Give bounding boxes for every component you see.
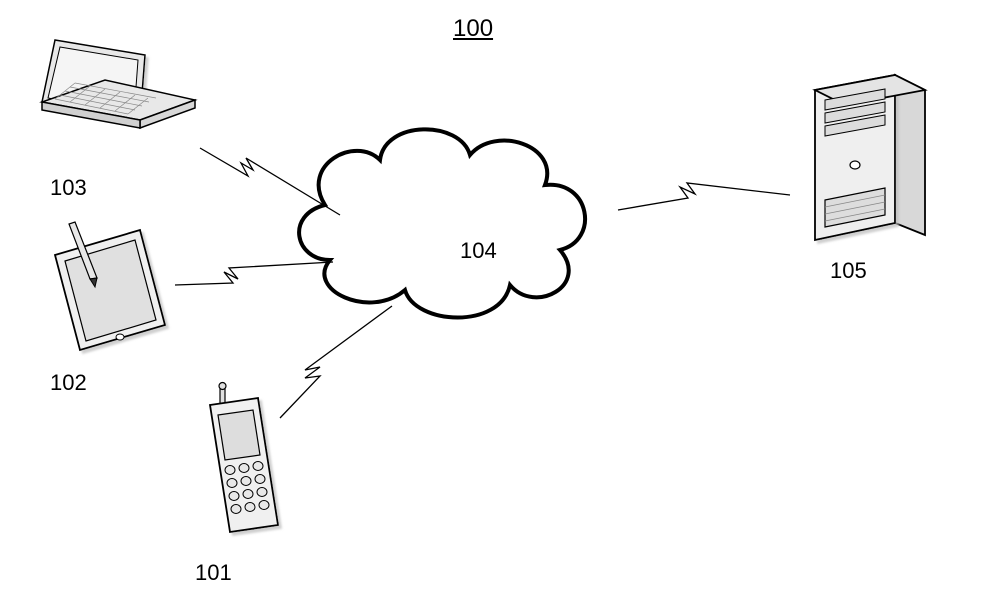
cloud-node (299, 129, 585, 317)
tablet-node (55, 222, 165, 350)
laptop-node (42, 40, 195, 128)
server-node (815, 75, 925, 240)
label-103: 103 (50, 175, 87, 201)
label-105: 105 (830, 258, 867, 284)
label-102: 102 (50, 370, 87, 396)
edge-cloud-server (618, 183, 790, 210)
label-104: 104 (460, 238, 497, 264)
phone-node (210, 383, 278, 533)
edge-tablet-cloud (175, 262, 333, 285)
label-101: 101 (195, 560, 232, 586)
diagram-canvas: 100 (0, 0, 1000, 600)
network-svg (0, 0, 1000, 600)
edge-phone-cloud (280, 306, 392, 418)
cloud-shape (299, 129, 585, 317)
